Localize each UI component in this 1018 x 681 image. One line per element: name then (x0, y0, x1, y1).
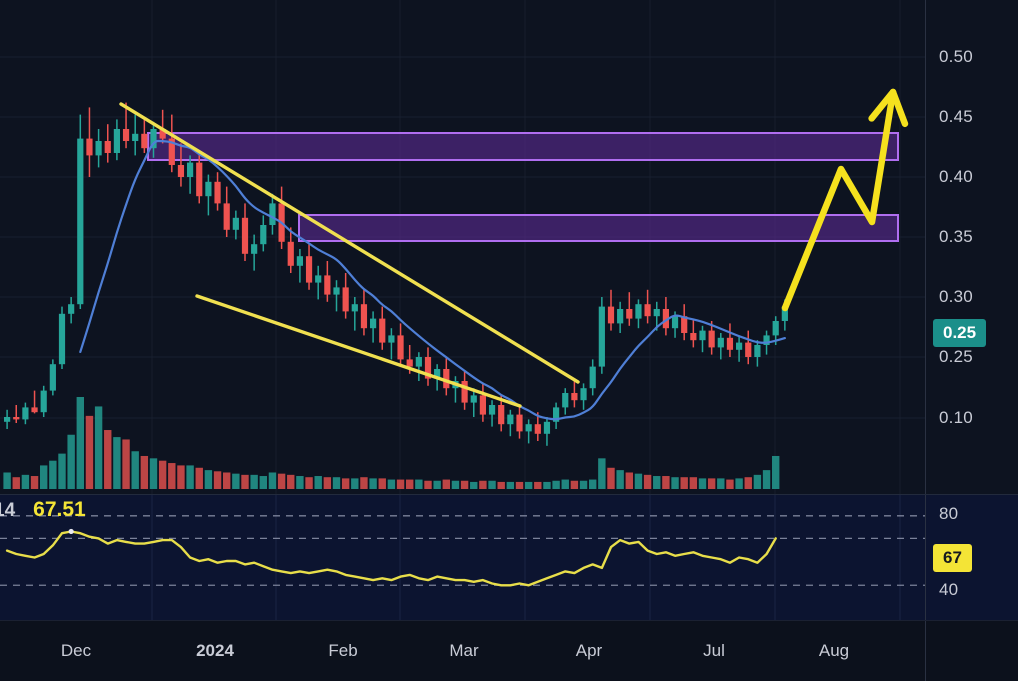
price-axis-tick-3: 0.35 (939, 227, 973, 246)
axis-corner (925, 620, 1018, 681)
volume-bars (3, 397, 780, 489)
rsi-level-lines (0, 515, 925, 586)
time-axis-tick-3: Mar (449, 640, 479, 660)
rsi-period-label: 14 (0, 500, 16, 521)
price-gridlines (0, 0, 925, 494)
time-axis-tick-0: Dec (60, 640, 92, 660)
rsi-gridlines (151, 495, 901, 620)
time-axis-tick-1: 2024 (196, 640, 234, 660)
rsi-time-separator (0, 620, 1018, 621)
rsi-axis[interactable]: 80 40 67 (925, 495, 1018, 620)
price-axis-tick-0: 0.50 (939, 47, 973, 66)
rsi-indicator-panel[interactable] (0, 495, 925, 620)
rsi-value-label: 67.51 (33, 498, 86, 521)
price-chart-panel[interactable] (0, 0, 925, 494)
price-axis-tick-6: 0.10 (939, 408, 973, 427)
rsi-chart-canvas[interactable] (0, 495, 925, 620)
price-axis-tick-2: 0.40 (939, 167, 973, 186)
bullish-projection-arrow[interactable] (781, 88, 909, 312)
price-axis-tick-1: 0.45 (939, 107, 973, 126)
time-axis[interactable]: Dec 2024 Feb Mar Apr Jul Aug (0, 620, 925, 681)
rsi-line-series (5, 528, 777, 587)
rsi-legend[interactable]: 14 67.51 (0, 498, 86, 522)
rsi-axis-tick-1: 40 (939, 580, 959, 599)
price-axis[interactable]: 0.50 0.45 0.40 0.35 0.30 0.25 0.10 0.25 (925, 0, 1018, 494)
axis-separator (925, 0, 926, 681)
current-price-badge[interactable]: 0.25 (933, 319, 987, 347)
supply-zone-rectangles[interactable] (147, 132, 899, 242)
rsi-axis-tick-0: 80 (939, 504, 959, 523)
time-axis-tick-5: Jul (703, 640, 725, 660)
price-axis-tick-4: 0.30 (939, 287, 973, 306)
time-axis-tick-2: Feb (328, 640, 358, 660)
time-axis-tick-6: Aug (818, 640, 850, 660)
rsi-current-badge[interactable]: 67 (933, 544, 972, 572)
candlestick-series (4, 102, 788, 446)
price-rsi-separator (0, 494, 1018, 495)
time-axis-tick-4: Apr (575, 640, 603, 660)
price-chart-canvas[interactable] (0, 0, 925, 494)
price-axis-tick-5: 0.25 (939, 347, 973, 366)
trendline-annotations[interactable] (119, 102, 580, 408)
